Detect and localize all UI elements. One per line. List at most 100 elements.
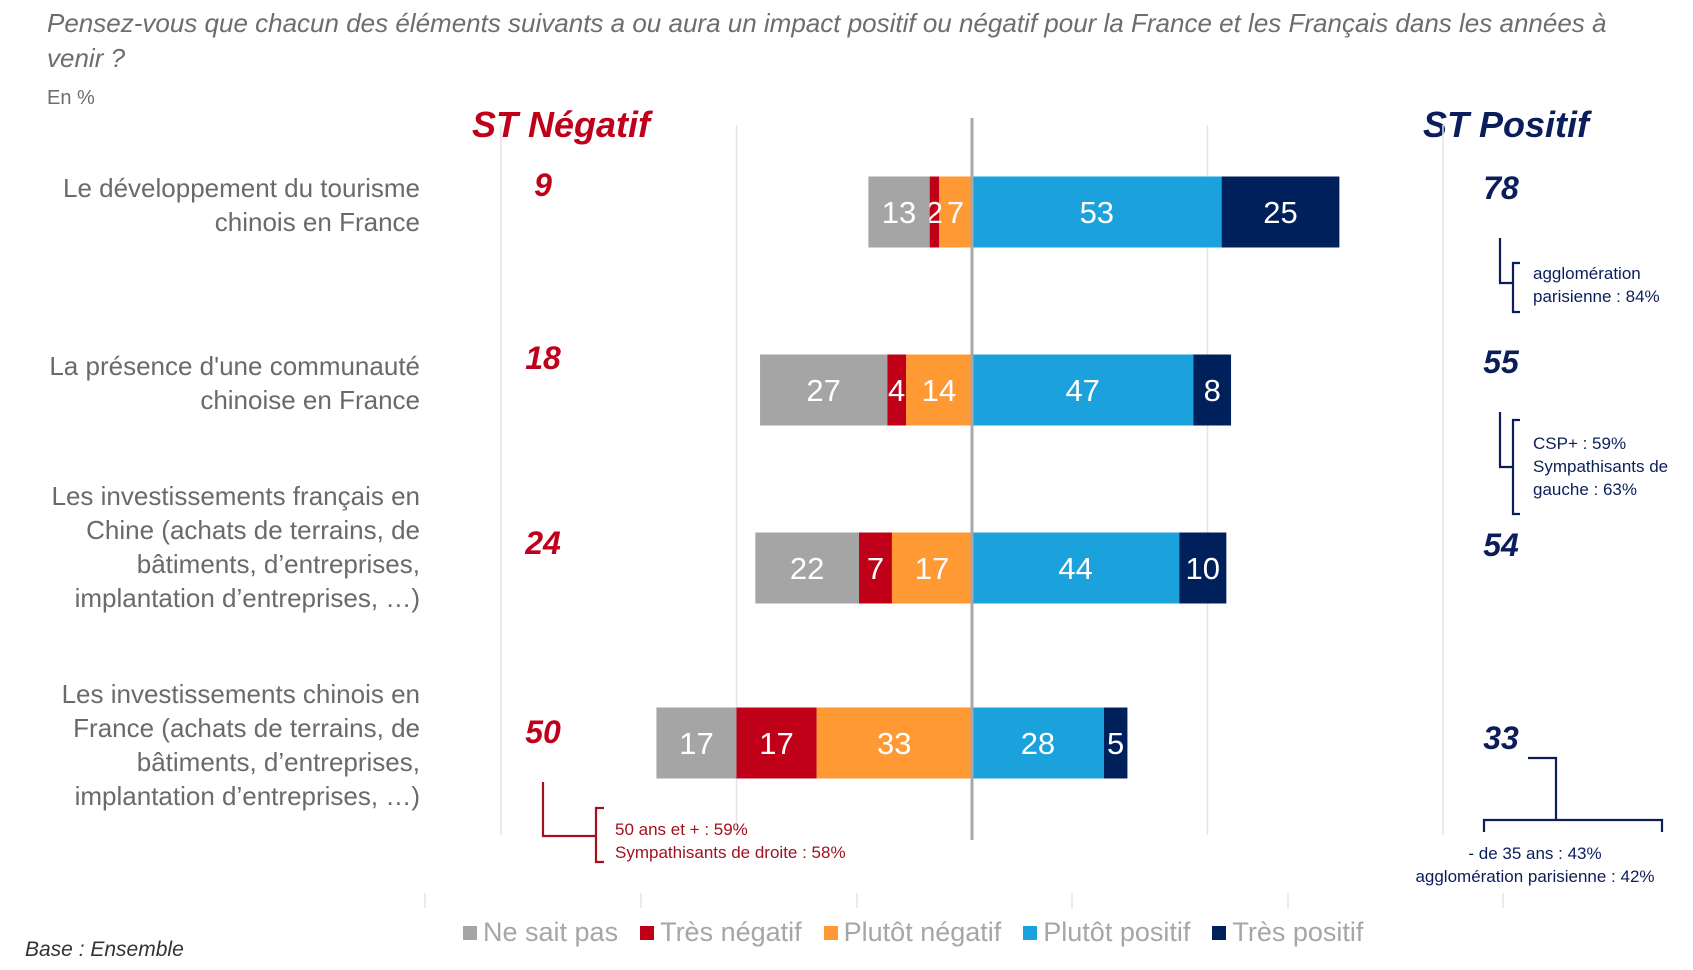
bar-segment-très-positif bbox=[1179, 532, 1227, 604]
row-label-line: chinoise en France bbox=[200, 385, 420, 415]
st-negatif-value: 50 bbox=[525, 714, 561, 750]
row-label-line: bâtiments, d’entreprises, bbox=[136, 747, 420, 777]
bar-segment-plutôt-positif bbox=[972, 176, 1222, 248]
row-label-line: implantation d’entreprises, …) bbox=[74, 583, 420, 613]
note-row4-positive: - de 35 ans : 43% agglomération parisien… bbox=[1400, 842, 1670, 888]
note-line: Sympathisants de droite : 58% bbox=[615, 843, 846, 862]
bar-value-label: 14 bbox=[922, 373, 956, 408]
bar-segment-plutôt-positif bbox=[972, 354, 1194, 426]
bar-segment-ne-sait-pas bbox=[868, 176, 930, 248]
annotation-bracket bbox=[1511, 418, 1520, 516]
legend-item: Plutôt positif bbox=[1023, 917, 1190, 948]
legend-swatch-icon bbox=[640, 925, 655, 940]
bar-segment-plutôt-négatif bbox=[906, 354, 972, 426]
bar-segment-plutôt-négatif bbox=[891, 532, 972, 604]
bar-segment-très-négatif bbox=[887, 354, 907, 426]
bar-value-label: 22 bbox=[790, 551, 824, 586]
legend-swatch-icon bbox=[1023, 925, 1038, 940]
annotation-bracket bbox=[594, 806, 604, 864]
row-label-line: Chine (achats de terrains, de bbox=[86, 515, 420, 545]
legend-label: Très positif bbox=[1232, 917, 1364, 947]
unit-label: En % bbox=[47, 87, 95, 109]
st-negatif-value: 24 bbox=[525, 525, 561, 561]
bar-value-label: 2 bbox=[926, 195, 943, 230]
row-label: Les investissements chinois en France (ac… bbox=[62, 677, 420, 813]
note-line: CSP+ : 59% bbox=[1533, 434, 1627, 453]
row-label-line: implantation d’entreprises, …) bbox=[74, 781, 420, 811]
bar-segment-ne-sait-pas bbox=[656, 707, 737, 779]
legend-label: Plutôt positif bbox=[1043, 917, 1191, 947]
row-label: La présence d'une communauté chinoise en … bbox=[49, 349, 420, 417]
note-row1-positive: agglomération parisienne : 84% bbox=[1533, 262, 1660, 308]
bar-segment-très-positif bbox=[1193, 354, 1232, 426]
note-line: gauche : 63% bbox=[1533, 480, 1637, 499]
legend-label: Plutôt négatif bbox=[843, 917, 1002, 947]
st-negatif-value: 18 bbox=[525, 340, 561, 376]
annotation-connector bbox=[1498, 412, 1513, 469]
st-positif-value: 55 bbox=[1483, 344, 1519, 380]
annotation-bracket bbox=[1482, 818, 1664, 832]
st-positif-value: 33 bbox=[1483, 720, 1519, 756]
st-positif-value: 78 bbox=[1483, 170, 1519, 206]
bar-value-label: 13 bbox=[882, 195, 916, 230]
bar-value-label: 44 bbox=[1058, 551, 1092, 586]
bar-segment-très-négatif bbox=[736, 707, 817, 779]
legend-item: Très positif bbox=[1212, 917, 1363, 948]
bar-value-label: 4 bbox=[888, 373, 905, 408]
bar-segment-ne-sait-pas bbox=[760, 354, 888, 426]
legend-label: Très négatif bbox=[660, 917, 802, 947]
bar-segment-très-positif bbox=[1103, 707, 1128, 779]
annotation-connector bbox=[1498, 238, 1513, 285]
legend-item: Très négatif bbox=[640, 917, 802, 948]
note-row4-negative: 50 ans et + : 59% Sympathisants de droit… bbox=[615, 818, 846, 864]
annotation-bracket bbox=[1511, 261, 1520, 314]
bar-value-label: 17 bbox=[915, 551, 949, 586]
legend-swatch-icon bbox=[823, 925, 838, 940]
row-label: Le développement du tourisme chinois en F… bbox=[63, 171, 420, 239]
row-label-line: La présence d'une communauté bbox=[49, 351, 420, 381]
legend-item: Ne sait pas bbox=[463, 917, 618, 948]
bar-segment-très-négatif bbox=[858, 532, 892, 604]
annotation-connector bbox=[1528, 756, 1558, 820]
row-label-line: Le développement du tourisme bbox=[62, 173, 420, 203]
chart-question-title: Pensez-vous que chacun des éléments suiv… bbox=[47, 8, 1607, 73]
note-row2-positive: CSP+ : 59% Sympathisants de gauche : 63% bbox=[1533, 432, 1668, 501]
note-line: - de 35 ans : 43% bbox=[1468, 844, 1602, 863]
st-positif-header: ST Positif bbox=[1423, 104, 1590, 145]
bar-segment-plutôt-négatif bbox=[816, 707, 972, 779]
annotation-connector bbox=[541, 782, 596, 838]
base-note: Base : Ensemble bbox=[25, 938, 184, 961]
legend-swatch-icon bbox=[1212, 925, 1227, 940]
st-negatif-value: 9 bbox=[534, 167, 552, 203]
note-line: agglomération bbox=[1533, 264, 1641, 283]
st-positif-value: 54 bbox=[1483, 527, 1519, 563]
bar-value-label: 47 bbox=[1065, 373, 1099, 408]
bar-value-label: 27 bbox=[806, 373, 840, 408]
note-line: parisienne : 84% bbox=[1533, 287, 1660, 306]
bar-value-label: 7 bbox=[947, 195, 964, 230]
legend-label: Ne sait pas bbox=[483, 917, 619, 947]
bar-value-label: 17 bbox=[679, 726, 713, 761]
bar-value-label: 28 bbox=[1021, 726, 1055, 761]
row-label-line: Les investissements chinois en bbox=[61, 679, 420, 709]
row-label-line: Les investissements français en bbox=[51, 481, 420, 511]
bar-segment-très-négatif bbox=[929, 176, 940, 248]
bar-segment-ne-sait-pas bbox=[755, 532, 859, 604]
bar-value-label: 10 bbox=[1186, 551, 1220, 586]
row-label-line: chinois en France bbox=[214, 207, 420, 237]
row-label: Les investissements français en Chine (ac… bbox=[51, 479, 420, 615]
bar-value-label: 5 bbox=[1107, 726, 1124, 761]
row-label-line: France (achats de terrains, de bbox=[73, 713, 420, 743]
bar-value-label: 8 bbox=[1204, 373, 1221, 408]
bar-value-label: 7 bbox=[867, 551, 884, 586]
legend: Ne sait pas Très négatif Plutôt négatif Plu… bbox=[463, 917, 1363, 948]
legend-item: Plutôt négatif bbox=[823, 917, 1002, 948]
bar-segment-très-positif bbox=[1221, 176, 1340, 248]
bar-value-label: 17 bbox=[759, 726, 793, 761]
row-label-line: bâtiments, d’entreprises, bbox=[136, 549, 420, 579]
note-line: 50 ans et + : 59% bbox=[615, 820, 748, 839]
legend-swatch-icon bbox=[463, 925, 477, 940]
bar-segment-plutôt-négatif bbox=[939, 176, 972, 248]
note-line: Sympathisants de bbox=[1533, 457, 1669, 476]
